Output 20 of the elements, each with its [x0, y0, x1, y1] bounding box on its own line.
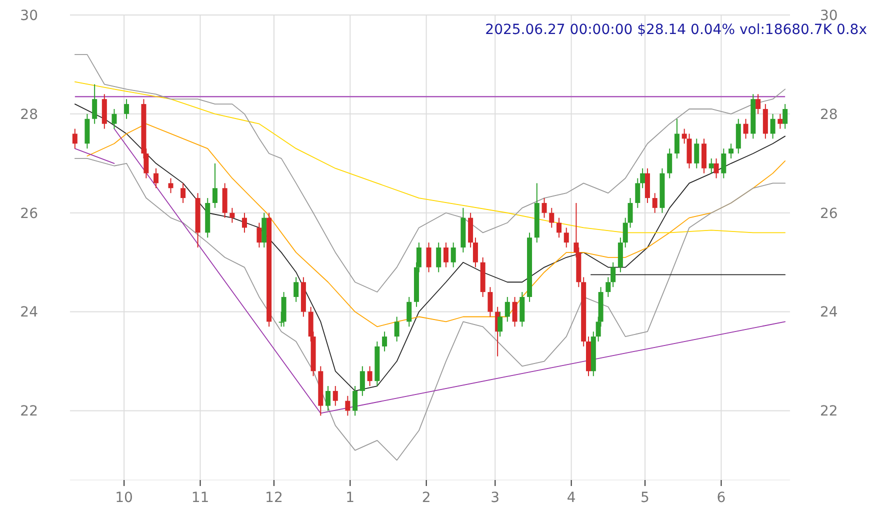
x-tick-label: 2 — [422, 490, 431, 506]
y2-tick-label: 28 — [820, 106, 838, 123]
y-tick-label: 24 — [20, 304, 38, 321]
x-tick-label: 11 — [191, 490, 210, 506]
y-tick-label: 26 — [20, 206, 38, 222]
y-tick-label: 28 — [20, 106, 38, 123]
x-tick-label: 10 — [115, 490, 133, 506]
y-tick-label: 22 — [20, 404, 38, 420]
text: 2025.06.27 00:00:00 $28.14 0.04% vol:18680.7K 0.8x — [485, 22, 867, 38]
y2-tick-label: 30 — [820, 8, 838, 24]
x-tick-label: 5 — [640, 490, 650, 506]
x-tick-label: 6 — [716, 490, 726, 506]
x-tick-label: 1 — [346, 490, 355, 506]
x-tick-label: 3 — [490, 490, 500, 506]
x-tick-label: 12 — [265, 490, 283, 506]
y2-tick-label: 22 — [820, 404, 838, 420]
y2-tick-label: 26 — [820, 206, 838, 222]
x-tick-label: 4 — [566, 490, 576, 506]
y2-tick-label: 24 — [820, 304, 838, 321]
y-tick-label: 30 — [20, 8, 38, 24]
